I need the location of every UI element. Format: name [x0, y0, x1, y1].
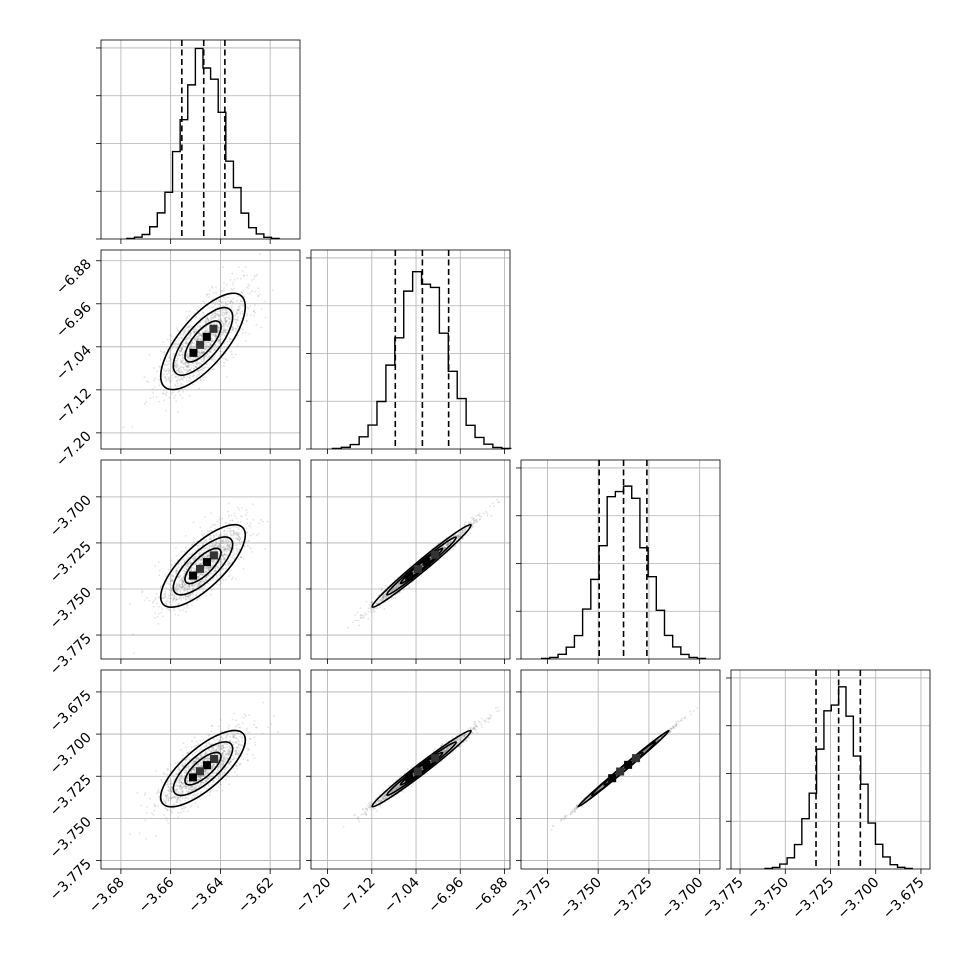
x-tick-label: −6.96	[425, 874, 467, 916]
contour-outer	[159, 292, 247, 391]
y-tick-label: −3.750	[47, 814, 95, 862]
contour-mid	[172, 741, 234, 797]
pair-panel-3-1: −7.20 −7.12 −7.04 −6.96 −6.88	[293, 669, 512, 917]
contour-inner	[399, 547, 444, 585]
contour-mid	[172, 306, 234, 376]
x-tick-label: −7.20	[293, 875, 335, 917]
contour-outer	[371, 729, 472, 808]
y-tick-label: −3.725	[47, 538, 95, 586]
histogram-0	[126, 47, 280, 240]
x-tick-label: −3.725	[789, 875, 837, 923]
contour-inner	[184, 547, 222, 585]
y-tick-label: −7.04	[53, 342, 95, 384]
x-tick-label: −3.750	[744, 875, 792, 923]
contour-outer	[371, 523, 472, 609]
contour-mid	[172, 536, 234, 596]
x-tick-label: −3.66	[136, 874, 178, 916]
contour-inner	[399, 751, 444, 786]
panel-frame	[520, 459, 721, 660]
contour-inner	[603, 751, 644, 786]
y-tick-label: −3.675	[47, 687, 95, 735]
panel-frame	[310, 459, 511, 660]
x-tick-label: −3.700	[659, 875, 707, 923]
x-tick-label: −3.750	[557, 875, 605, 923]
y-tick-label: −3.775	[47, 631, 95, 679]
x-tick-label: −3.675	[880, 875, 928, 923]
y-tick-label: −3.725	[47, 772, 95, 820]
x-tick-label: −3.64	[186, 874, 228, 916]
x-tick-label: −6.88	[470, 875, 512, 917]
x-tick-label: −3.775	[506, 875, 554, 923]
x-tick-label: −3.68	[86, 875, 128, 917]
contour-mid	[386, 536, 458, 596]
pair-panel-3-2: −3.775 −3.750 −3.725 −3.700	[506, 669, 721, 923]
scatter-points	[128, 502, 269, 654]
hist-panel-2	[516, 459, 721, 664]
pair-panel-2-0: −3.775−3.750−3.725−3.700	[47, 459, 301, 679]
density-core	[405, 754, 440, 783]
contour-inner	[184, 751, 222, 786]
density-core	[608, 754, 641, 783]
density-core	[189, 551, 218, 580]
x-tick-label: −3.62	[235, 875, 277, 917]
scatter-points	[122, 253, 274, 429]
histogram-1	[331, 271, 512, 450]
scatter-points	[129, 701, 279, 840]
panel-frame	[520, 669, 721, 870]
y-tick-label: −7.20	[53, 428, 95, 470]
hist-panel-1	[306, 249, 512, 454]
pair-panel-2-1	[306, 459, 511, 664]
contour-outer	[159, 523, 247, 609]
y-tick-label: −3.700	[47, 730, 95, 778]
hist-panel-3: −3.775−3.750−3.725−3.700−3.675	[699, 669, 931, 923]
density-core	[188, 755, 219, 782]
x-tick-label: −3.700	[835, 875, 883, 923]
x-tick-label: −7.04	[381, 874, 423, 916]
pair-panel-3-0: −3.68 −3.66 −3.64 −3.62−3.775−3.750−3.725−3…	[47, 669, 301, 917]
contour-outer	[159, 729, 247, 808]
panel-frame	[100, 249, 301, 450]
pair-panel-1-0: −7.20−7.12−7.04−6.96−6.88	[53, 249, 301, 470]
contour-inner	[184, 320, 222, 363]
y-tick-label: −7.12	[53, 385, 95, 427]
contour-mid	[386, 741, 458, 797]
scatter-points	[342, 706, 500, 828]
y-tick-label: −3.750	[47, 584, 95, 632]
y-tick-label: −6.96	[53, 299, 95, 341]
y-tick-label: −3.775	[47, 856, 95, 904]
panel-frame	[310, 669, 511, 870]
panel-frame	[310, 249, 511, 450]
density-core	[189, 324, 218, 357]
x-tick-label: −3.725	[608, 875, 656, 923]
histogram-3	[764, 686, 913, 870]
scatter-points	[550, 707, 699, 831]
y-tick-label: −3.700	[47, 492, 95, 540]
panel-frame	[100, 669, 301, 870]
x-tick-label: −3.775	[699, 875, 747, 923]
panel-frame	[100, 39, 301, 240]
density-core	[405, 550, 440, 581]
x-tick-label: −7.12	[337, 875, 379, 917]
panel-frame	[100, 459, 301, 660]
hist-panel-0	[96, 39, 301, 244]
y-tick-label: −6.88	[53, 256, 95, 298]
